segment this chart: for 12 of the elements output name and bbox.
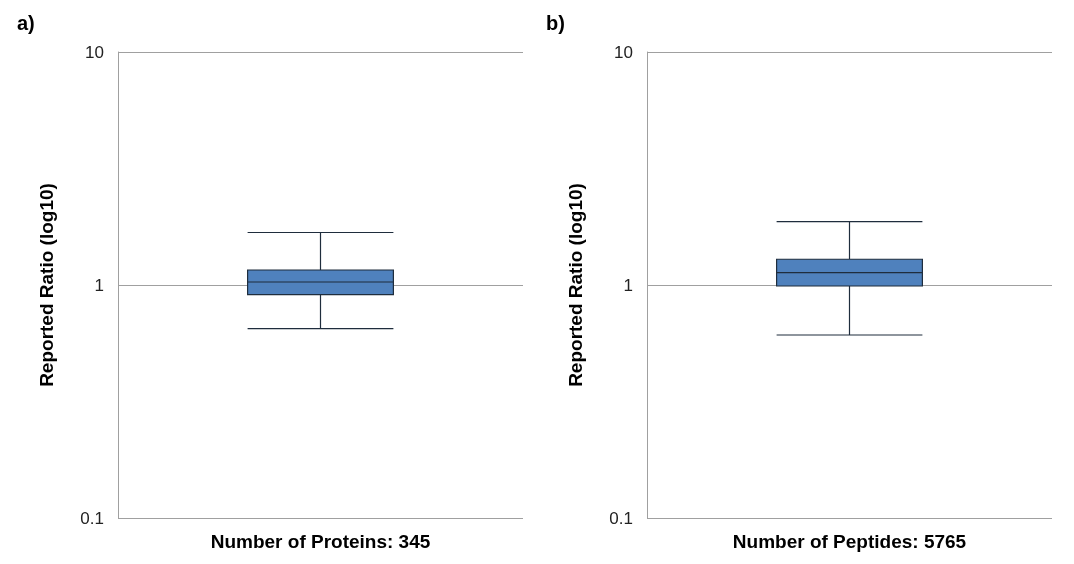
y-tick-label: 0.1 <box>609 508 633 528</box>
x-axis-title: Number of Peptides: 5765 <box>732 531 967 552</box>
chart-title: b) <box>546 12 565 34</box>
y-tick-label: 1 <box>94 275 104 295</box>
y-tick-label: 0.1 <box>80 508 104 528</box>
chart-title: a) <box>17 12 35 34</box>
y-tick-label: 10 <box>614 42 633 62</box>
y-axis-title: Reported Ratio (log10) <box>565 183 586 387</box>
y-tick-label: 10 <box>85 42 104 62</box>
y-tick-label: 1 <box>623 275 633 295</box>
y-axis-title: Reported Ratio (log10) <box>36 183 57 387</box>
x-axis-title: Number of Proteins: 345 <box>210 531 431 552</box>
